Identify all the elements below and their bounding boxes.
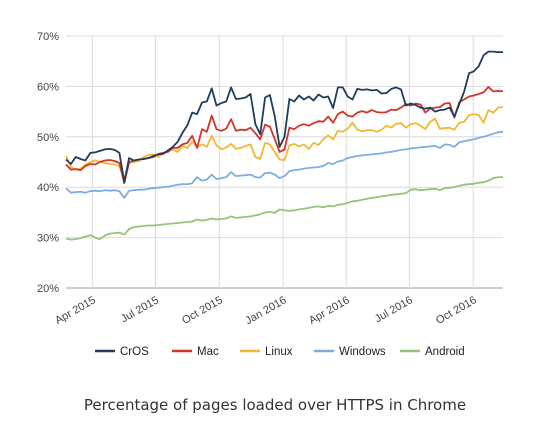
legend-item-linux: Linux: [240, 346, 293, 358]
x-tick-label: Jul 2016: [373, 294, 415, 325]
legend-label: Mac: [197, 346, 219, 358]
series-line-android: [65, 176, 503, 241]
legend-label: Android: [425, 346, 465, 358]
x-tick-label: Jan 2016: [243, 294, 288, 327]
y-tick-label: 20%: [37, 283, 59, 295]
x-tick-label: Oct 2015: [180, 294, 225, 327]
y-tick-label: 60%: [37, 81, 59, 93]
series-line-windows: [65, 130, 504, 199]
y-tick-label: 50%: [37, 132, 59, 144]
legend-label: CrOS: [120, 346, 149, 358]
y-tick-label: 70%: [37, 31, 59, 43]
x-tick-label: Jul 2015: [119, 294, 161, 325]
legend-item-windows: Windows: [314, 346, 386, 358]
series-line-linux: [65, 106, 504, 181]
y-axis: 20% 30% 40% 50% 60% 70%: [37, 31, 59, 295]
series-line-cros: [65, 50, 503, 184]
chart-caption: Percentage of pages loaded over HTTPS in…: [83, 396, 467, 414]
series-layer: [65, 50, 504, 241]
grid: [66, 35, 503, 289]
legend-item-cros: CrOS: [95, 346, 149, 358]
legend-item-android: Android: [400, 346, 465, 358]
legend-item-mac: Mac: [172, 346, 219, 358]
x-tick-label: Oct 2016: [434, 294, 479, 327]
x-axis: Apr 2015 Jul 2015 Oct 2015 Jan 2016 Apr 2016…: [53, 294, 478, 327]
legend-label: Windows: [339, 346, 386, 358]
legend-label: Linux: [265, 346, 293, 358]
y-tick-label: 30%: [37, 233, 59, 245]
y-tick-label: 40%: [37, 182, 59, 194]
legend: CrOS Mac Linux Windows Android: [95, 346, 465, 358]
x-tick-label: Apr 2016: [307, 294, 352, 327]
x-tick-label: Apr 2015: [53, 294, 98, 327]
